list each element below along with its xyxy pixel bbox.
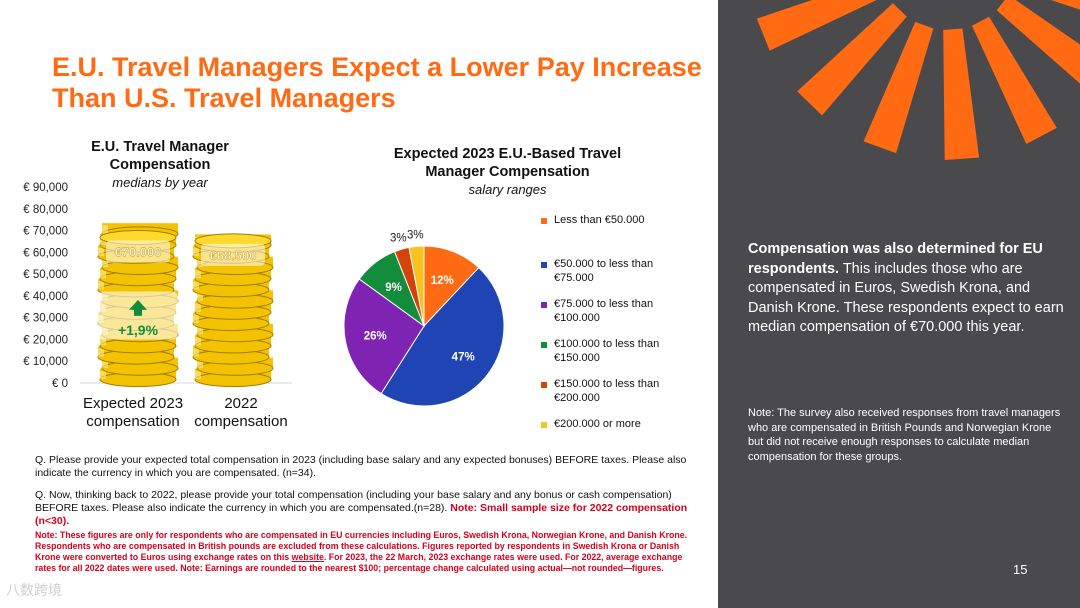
change-annotation: +1,9% (98, 291, 178, 340)
legend-label: €75.000 to less than €100.000 (554, 298, 654, 324)
legend-label: €150.000 to less than €200.000 (554, 378, 660, 404)
page-title: E.U. Travel Managers Expect a Lower Pay … (52, 52, 702, 113)
question-2: Q. Now, thinking back to 2022, please pr… (35, 489, 695, 528)
footnote: Note: These figures are only for respond… (35, 530, 700, 574)
svg-text:€68.500: €68.500 (210, 248, 257, 263)
y-tick-label: € 10,000 (23, 356, 68, 368)
y-tick-label: € 70,000 (23, 226, 68, 238)
footnote-text-1: Note: These figures are only for respond… (35, 530, 688, 562)
sun-ray-icon (863, 21, 934, 154)
x-tick-label: Expected 2023 (83, 395, 183, 412)
change-annotation-text: +1,9% (118, 322, 159, 338)
y-tick-label: € 80,000 (23, 204, 68, 216)
pie-chart-title: Expected 2023 E.U.-Based Travel Manager … (370, 145, 645, 199)
legend-label: €200.000 or more (554, 418, 641, 430)
sidebar-body-text: This includes those who are compensated … (748, 260, 1064, 336)
legend-label: €100.000 to less than €150.000 (554, 338, 660, 364)
pie-chart-subtitle: salary ranges (468, 182, 547, 197)
y-tick-label: € 20,000 (23, 334, 68, 346)
y-tick-label: € 60,000 (23, 247, 68, 259)
bar-chart-title-line1: E.U. Travel Manager (91, 139, 229, 155)
sun-ray-icon (996, 0, 1080, 84)
sidebar-note: Note: The survey also received responses… (748, 407, 1061, 463)
pie-data-label: 3% (390, 233, 407, 245)
x-tick-label: compensation (86, 413, 179, 430)
bar-data-label: €68.500 (201, 243, 265, 266)
page-number: 15 (1013, 562, 1028, 577)
watermark: 八数跨境 (6, 582, 62, 598)
pie-data-label: 12% (431, 275, 454, 287)
pie-chart-title-line1: Expected 2023 E.U.-Based Travel (393, 146, 622, 162)
arrow-up-icon (129, 299, 147, 316)
question-2-note: Note: Small sample size for 2022 compens… (35, 502, 688, 527)
pie-chart-title-line2: Manager Compensation (425, 164, 590, 180)
legend-swatch (541, 342, 547, 348)
pie-slice (380, 266, 505, 407)
legend-label: Less than €50.000 (554, 214, 645, 226)
footnote-text-2: . For 2023, the 22 March, 2023 exchange … (35, 552, 683, 573)
y-tick-label: € 90,000 (23, 182, 68, 194)
legend-swatch (541, 218, 547, 224)
y-tick-label: € 30,000 (23, 313, 68, 325)
y-tick-label: € 50,000 (23, 269, 68, 281)
legend-swatch (541, 382, 547, 388)
bar-chart: € 0 € 10,000 € 20,000 € 30,000 € 40,000 € 50,… (23, 182, 292, 430)
pie-slice (423, 245, 480, 328)
sunburst-logo-icon (756, 0, 1080, 160)
legend-swatch (541, 302, 547, 308)
sidebar-panel: Compensation was also determined for EU … (718, 0, 1080, 608)
pie-slice (343, 278, 425, 395)
question-2-text: Q. Now, thinking back to 2022, please pr… (35, 489, 672, 514)
pie-data-label: 47% (452, 351, 475, 363)
bar-chart-subtitle: medians by year (112, 175, 208, 190)
y-tick-label: € 0 (52, 378, 68, 390)
bar-chart-title: E.U. Travel Manager Compensation medians… (70, 138, 250, 192)
bar-chart-title-line2: Compensation (109, 157, 211, 173)
pie-slice (408, 245, 425, 327)
pie-data-label: 3% (407, 229, 424, 241)
pie-data-label: 9% (385, 282, 402, 294)
sun-ray-icon (797, 3, 907, 116)
sun-ray-icon (756, 0, 877, 51)
sidebar-bold-text: Compensation was also determined for EU … (748, 241, 1043, 277)
sun-ray-icon (943, 28, 980, 160)
pie-chart: 12% 47% 26% 9% 3% 3% (343, 229, 505, 407)
sidebar-text: Compensation was also determined for EU … (748, 240, 1068, 338)
legend-swatch (541, 262, 547, 268)
x-tick-label: 2022 (224, 395, 257, 412)
sun-ray-icon (972, 16, 1057, 145)
x-tick-label: compensation (194, 413, 287, 430)
legend-label: €50.000 to less than €75.000 (554, 258, 654, 284)
footnote-website-link[interactable]: website (291, 552, 324, 562)
svg-text:€70.000: €70.000 (115, 245, 162, 260)
y-tick-label: € 40,000 (23, 291, 68, 303)
bar-data-label: €70.000 (106, 240, 170, 263)
question-1: Q. Please provide your expected total co… (35, 454, 687, 479)
pie-data-label: 26% (364, 330, 387, 342)
legend-swatch (541, 422, 547, 428)
